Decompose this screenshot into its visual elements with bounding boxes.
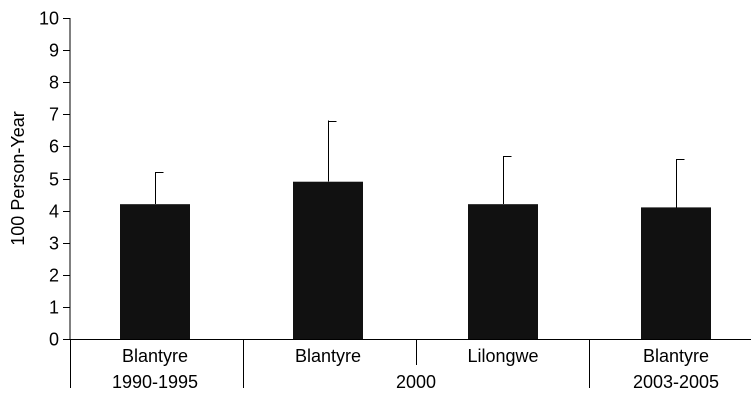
- y-tick-label: 1: [49, 298, 59, 318]
- category-label: Blantyre: [122, 346, 188, 366]
- y-tick-label: 9: [49, 41, 59, 61]
- y-axis-label: 100 Person-Year: [8, 111, 28, 245]
- category-label: Lilongwe: [467, 346, 538, 366]
- y-tick-label: 0: [49, 330, 59, 350]
- y-tick-label: 7: [49, 105, 59, 125]
- category-sublabel: 2003-2005: [633, 372, 719, 392]
- bars: [120, 181, 711, 339]
- y-tick-label: 8: [49, 73, 59, 93]
- error-bars: [155, 120, 685, 208]
- y-tick-label: 5: [49, 170, 59, 190]
- y-tick-label: 2: [49, 266, 59, 286]
- group-label: 2000: [396, 372, 436, 392]
- y-tick-label: 10: [39, 9, 59, 29]
- y-tick-label: 4: [49, 202, 59, 222]
- x-axis: Blantyre 1990-1995 Blantyre Lilongwe Blantyr…: [70, 339, 751, 392]
- bar: [120, 204, 190, 339]
- bar: [641, 207, 711, 339]
- category-label: Blantyre: [295, 346, 361, 366]
- category-label: Blantyre: [643, 346, 709, 366]
- y-axis: 0 1 2 3 4 5 6 7 8 9 10: [39, 9, 71, 350]
- y-tick-label: 3: [49, 234, 59, 254]
- y-tick-label: 6: [49, 137, 59, 157]
- bar: [293, 181, 363, 339]
- bar: [468, 204, 538, 339]
- category-sublabel: 1990-1995: [112, 372, 198, 392]
